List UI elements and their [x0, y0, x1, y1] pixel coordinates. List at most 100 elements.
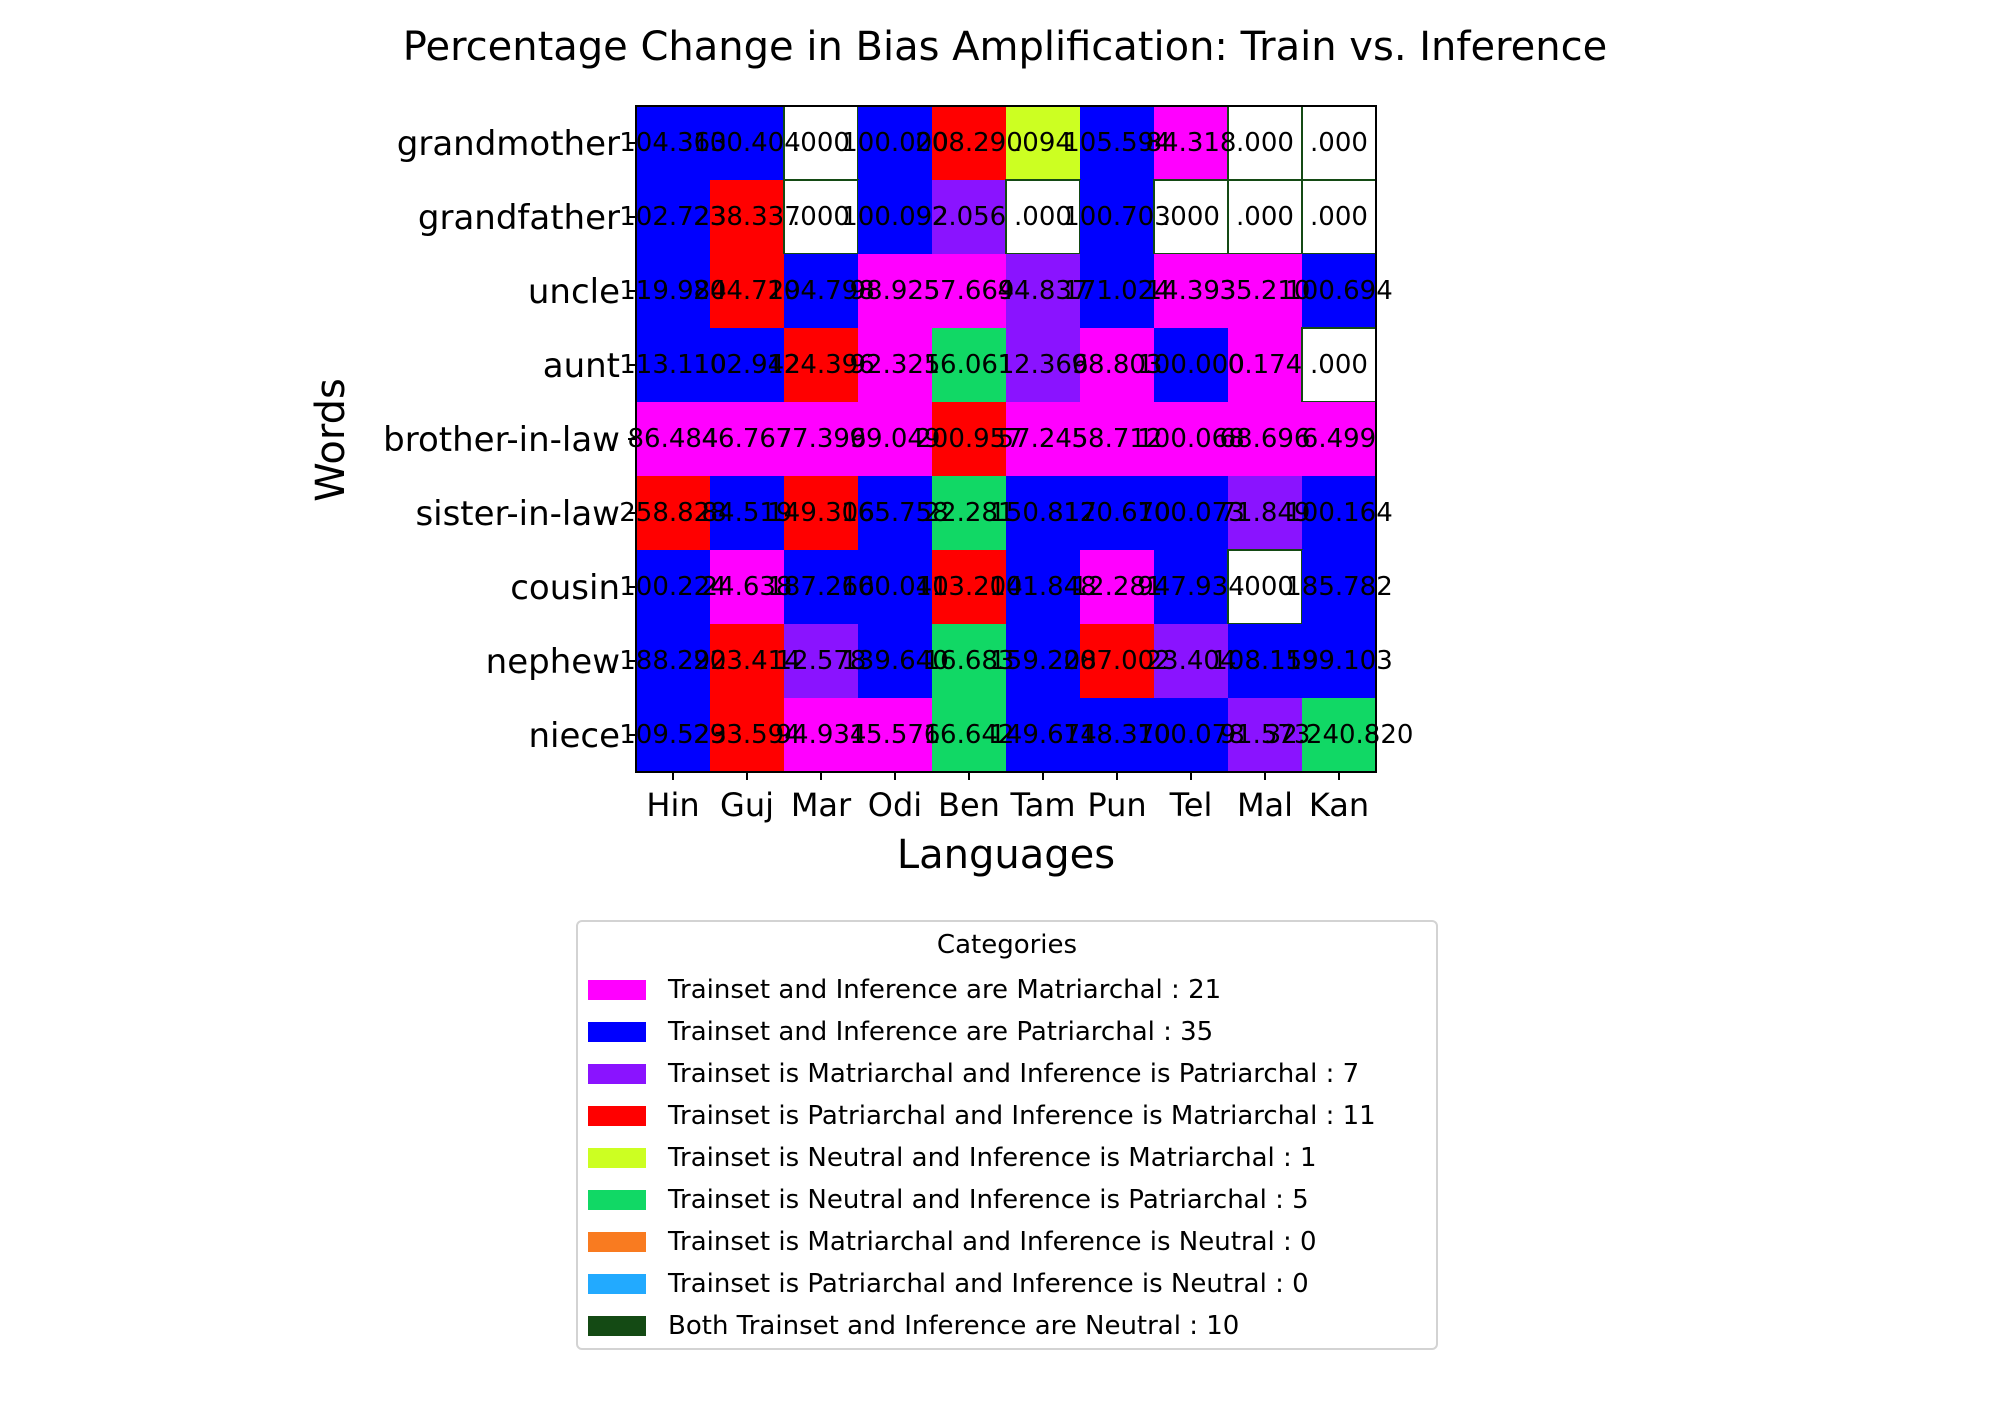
cell-value-label: 98.803 [1072, 350, 1163, 380]
cell-value-label: 22.281 [924, 498, 1015, 528]
legend-label: Trainset and Inference are Matriarchal :… [668, 975, 1222, 1005]
cell-value-label: 44.837 [998, 276, 1089, 306]
heatmap-cell [710, 698, 784, 772]
cell-value-label: 947.934 [1137, 572, 1245, 602]
legend-label: Trainset is Neutral and Inference is Mat… [668, 1143, 1317, 1173]
heatmap-cell [784, 328, 858, 402]
cell-value-label: 14.393 [1146, 276, 1237, 306]
heatmap-cell [710, 476, 784, 550]
cell-value-label: 86.484 [628, 424, 719, 454]
legend-label: Trainset is Matriarchal and Inference is… [668, 1059, 1360, 1089]
legend-item: Trainset is Matriarchal and Inference is… [588, 1054, 1359, 1094]
legend-label: Trainset is Neutral and Inference is Pat… [668, 1185, 1309, 1215]
x-axis-label: Languages [897, 832, 1115, 878]
cell-value-label: .000 [1236, 572, 1294, 602]
cell-value-label: 99.049 [850, 424, 941, 454]
x-tick-label: Mar [791, 786, 852, 824]
heatmap-cell [1006, 328, 1080, 402]
heatmap-cell [710, 180, 784, 254]
y-tick-label: aunt [543, 346, 620, 386]
heatmap-cell [1228, 402, 1302, 476]
x-axis-ticks: Hin Guj Mar Odi Ben Tam Pun Tel Mal Kan [646, 772, 1369, 824]
heatmap-cell [636, 328, 710, 402]
heatmap-cell [1080, 180, 1154, 254]
heatmap-cell [784, 254, 858, 328]
heatmap-cell [932, 698, 1006, 772]
cell-value-label: 23.404 [1146, 646, 1237, 676]
heatmap-cell [784, 476, 858, 550]
y-tick-label: brother-in-law [383, 420, 620, 460]
heatmap-cell [1006, 402, 1080, 476]
heatmap-cell [1227, 105, 1303, 181]
heatmap-cell [858, 106, 932, 180]
cell-value-label: 238.337 [693, 202, 801, 232]
chart-title: Percentage Change in Bias Amplification:… [403, 24, 1607, 70]
heatmap-cell [858, 180, 932, 254]
cell-value-label: 16.061 [924, 350, 1015, 380]
cell-value-label: 100.078 [1137, 720, 1245, 750]
heatmap-cell [710, 254, 784, 328]
heatmap-cell [1154, 624, 1228, 698]
heatmap-cell [784, 698, 858, 772]
heatmap-cell [710, 624, 784, 698]
cell-value-label: 119.984 [619, 276, 727, 306]
heatmap-cell [1080, 402, 1154, 476]
heatmap-cell [636, 698, 710, 772]
heatmap-cell [1302, 624, 1376, 698]
heatmap-cell [1080, 624, 1154, 698]
heatmap-cell [636, 180, 710, 254]
heatmap-cell [1154, 550, 1228, 624]
legend-item: Trainset is Patriarchal and Inference is… [588, 1096, 1376, 1136]
legend-item: Trainset is Neutral and Inference is Pat… [588, 1180, 1309, 1220]
cell-value-label: 77.396 [776, 424, 867, 454]
heatmap-cell [1302, 698, 1376, 772]
heatmap-cell [932, 328, 1006, 402]
cell-value-label: .000 [1236, 128, 1294, 158]
legend-swatch [588, 980, 646, 1000]
heatmap-cell [1006, 550, 1080, 624]
cell-value-label: 113.204 [915, 572, 1023, 602]
legend-label: Trainset is Matriarchal and Inference is… [668, 1227, 1317, 1257]
heatmap-cell [858, 624, 932, 698]
x-tick-label: Pun [1087, 786, 1146, 824]
heatmap-cell [1080, 254, 1154, 328]
legend-item: Trainset and Inference are Patriarchal :… [588, 1012, 1213, 1052]
cell-value-label: 100.404 [693, 128, 801, 158]
cell-value-label: 124.396 [767, 350, 875, 380]
heatmap-cell [1228, 476, 1302, 550]
cell-value-label: 100.164 [1285, 498, 1393, 528]
cell-value-label: 188.292 [619, 646, 727, 676]
heatmap-cell [636, 624, 710, 698]
cell-value-label: 84.318 [1146, 128, 1237, 158]
cell-value-label: 149.674 [989, 720, 1097, 750]
cell-value-label: 149.306 [767, 498, 875, 528]
cell-value-label: 100.000 [841, 128, 949, 158]
heatmap-cell [1301, 327, 1377, 403]
cell-value-label: 258.828 [619, 498, 727, 528]
cell-value-label: 102.723 [619, 202, 727, 232]
heatmap-cell [1154, 106, 1228, 180]
cell-value-label: 46.767 [702, 424, 793, 454]
cell-value-label: .000 [1162, 202, 1220, 232]
legend-label: Trainset is Patriarchal and Inference is… [668, 1101, 1376, 1131]
cell-value-label: 118.370 [1063, 720, 1171, 750]
heatmap-cell [710, 328, 784, 402]
cell-value-label: 100.000 [1137, 350, 1245, 380]
heatmap-cell [636, 476, 710, 550]
cell-value-label: 139.640 [841, 646, 949, 676]
cell-value-label: 100.068 [1137, 424, 1245, 454]
heatmap-cell [784, 402, 858, 476]
cell-value-label: 105.594 [1063, 128, 1171, 158]
cell-value-label: 71.849 [1220, 498, 1311, 528]
heatmap-cell [636, 106, 710, 180]
cell-value-label: 200.957 [915, 424, 1023, 454]
heatmap-cell [1080, 328, 1154, 402]
heatmap-cell [636, 550, 710, 624]
cell-value-label: 92.325 [850, 350, 941, 380]
cell-value-label: 113.110 [619, 350, 727, 380]
heatmap-cell [1227, 179, 1303, 255]
x-tick-label: Tel [1169, 786, 1213, 824]
legend-label: Trainset is Patriarchal and Inference is… [668, 1269, 1309, 1299]
cell-value-label: 6.499 [1302, 424, 1376, 454]
